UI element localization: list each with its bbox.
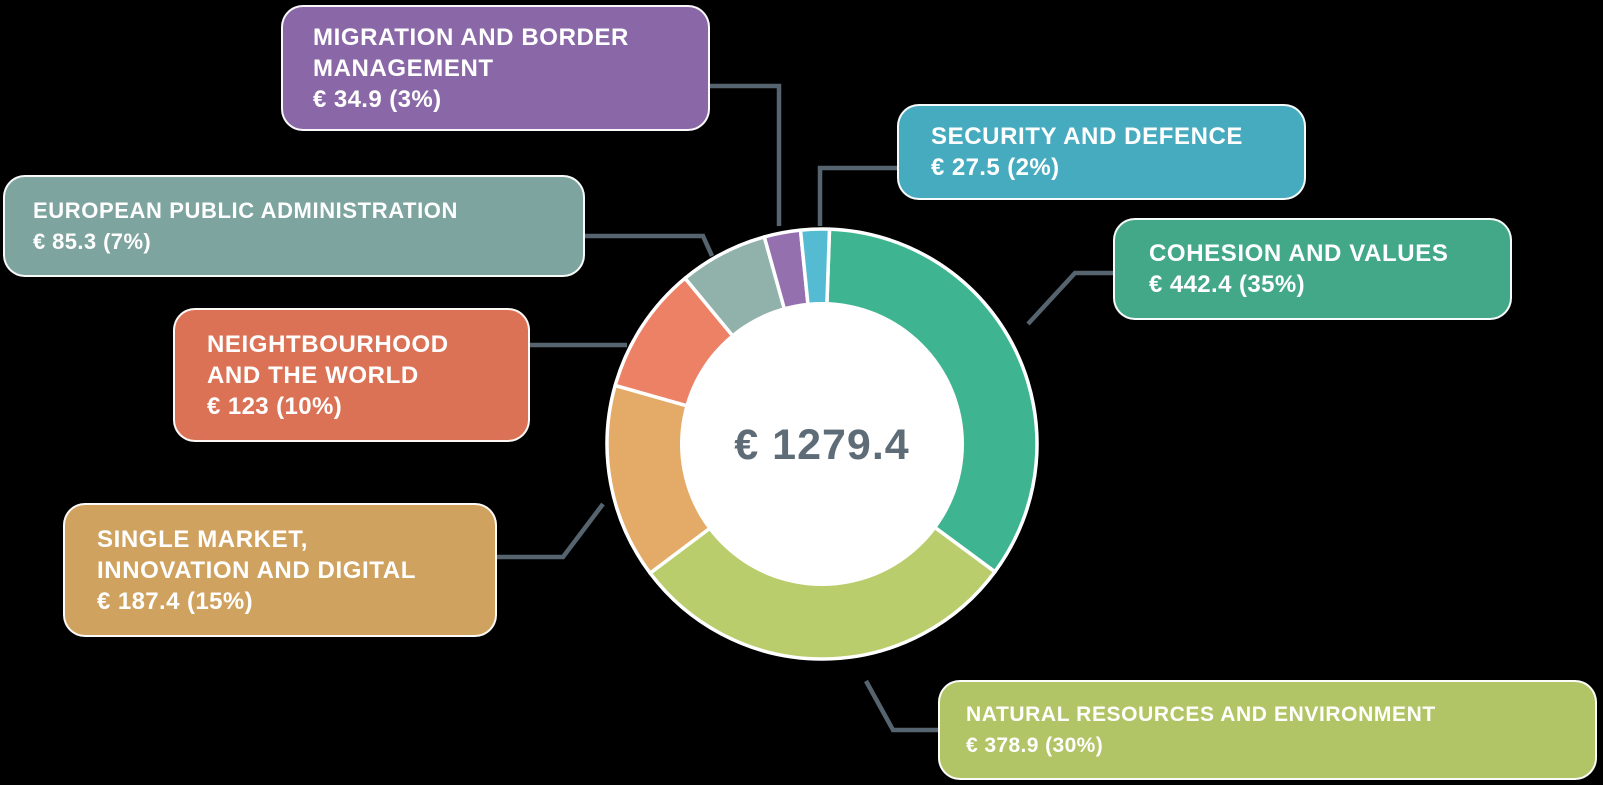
callout-title: NEIGHTBOURHOOD	[207, 330, 449, 358]
connector-european-public-administration	[585, 233, 715, 257]
callout-migration-and-border-management: MIGRATION AND BORDER MANAGEMENT € 34.9 (…	[281, 5, 710, 131]
donut-center-circle	[680, 302, 964, 586]
callout-title: MANAGEMENT	[313, 54, 494, 82]
callout-value: € 378.9 (30%)	[966, 734, 1104, 757]
callout-value: € 85.3 (7%)	[33, 229, 152, 254]
callout-title: SINGLE MARKET,	[97, 525, 309, 553]
callout-value: € 187.4 (15%)	[97, 587, 253, 615]
callout-cohesion-and-values: COHESION AND VALUES € 442.4 (35%)	[1113, 218, 1512, 320]
callout-title: MIGRATION AND BORDER	[313, 23, 629, 51]
callout-title: INNOVATION AND DIGITAL	[97, 556, 416, 584]
connector-natural-resources-and-environment	[864, 679, 940, 733]
callout-security-and-defence: SECURITY AND DEFENCE € 27.5 (2%)	[897, 104, 1306, 200]
callout-title: EUROPEAN PUBLIC ADMINISTRATION	[33, 198, 458, 223]
callout-title: COHESION AND VALUES	[1149, 240, 1449, 267]
callout-title: NATURAL RESOURCES AND ENVIRONMENT	[966, 703, 1436, 726]
connector-security-and-defence	[817, 165, 897, 226]
donut-total-label: € 1279.4	[734, 421, 909, 469]
callout-single-market-innovation-and-digital: SINGLE MARKET, INNOVATION AND DIGITAL € …	[63, 503, 497, 637]
connector-cohesion-and-values	[1026, 270, 1113, 326]
connector-migration-and-border-management	[706, 83, 782, 226]
callout-title: SECURITY AND DEFENCE	[931, 123, 1244, 150]
callout-european-public-administration: EUROPEAN PUBLIC ADMINISTRATION € 85.3 (7…	[3, 175, 585, 277]
connector-single-market-innovation-and-digital	[497, 502, 605, 560]
callout-value: € 123 (10%)	[207, 392, 343, 420]
callout-value: € 34.9 (3%)	[313, 85, 442, 113]
callout-value: € 442.4 (35%)	[1149, 271, 1305, 298]
callout-natural-resources-and-environment: NATURAL RESOURCES AND ENVIRONMENT € 378.…	[938, 680, 1597, 780]
callout-value: € 27.5 (2%)	[931, 154, 1060, 181]
callout-title: AND THE WORLD	[207, 361, 419, 389]
callout-neighbourhood-and-the-world: NEIGHTBOURHOOD AND THE WORLD € 123 (10%)	[173, 308, 530, 442]
